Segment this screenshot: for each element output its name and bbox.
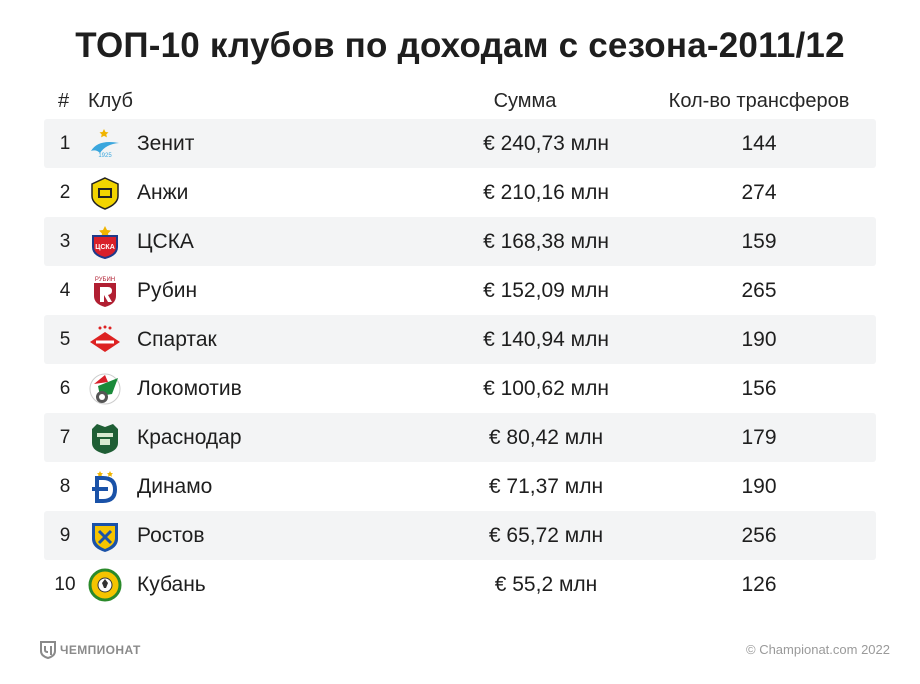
- row-club-name: Кубань: [137, 573, 206, 596]
- row-rank: 1: [59, 133, 71, 154]
- footer-brand: ЧЕМПИОНАТ: [40, 640, 141, 660]
- header-rank: #: [58, 90, 70, 112]
- row-transfer-count: 126: [741, 573, 777, 596]
- header-sum: Сумма: [493, 90, 557, 112]
- table-row: 7 Краснодар € 80,42 млн 179: [44, 413, 876, 462]
- table-row: 5 Спартак € 140,94 млн 190: [44, 315, 876, 364]
- svg-text:РУБИН: РУБИН: [95, 277, 115, 283]
- page-title: ТОП-10 клубов по доходам с сезона-2011/1…: [75, 26, 845, 65]
- row-club-name: Анжи: [137, 181, 189, 204]
- row-sum: € 65,72 млн: [488, 524, 604, 547]
- row-transfer-count: 190: [741, 475, 777, 498]
- table-row: 9 Ростов € 65,72 млн 256: [44, 511, 876, 560]
- table-row: 8 Динамо € 71,37 млн 190: [44, 462, 876, 511]
- table-row: 3 ЦСКА ЦСКА € 168,38 млн 159: [44, 217, 876, 266]
- row-sum: € 55,2 млн: [494, 573, 598, 596]
- row-sum: € 152,09 млн: [483, 279, 609, 302]
- table-row: 4 РУБИН Рубин € 152,09 млн 265: [44, 266, 876, 315]
- row-transfer-count: 156: [741, 377, 777, 400]
- row-transfer-count: 159: [741, 230, 777, 253]
- footer-copyright: © Championat.com 2022: [746, 642, 890, 657]
- row-sum: € 71,37 млн: [488, 475, 604, 498]
- row-transfer-count: 179: [741, 426, 777, 449]
- svg-text:ЦСКА: ЦСКА: [95, 244, 115, 251]
- krasnodar-logo-icon: [88, 421, 122, 455]
- row-rank: 3: [59, 231, 71, 252]
- table-row: 1 1925 Зенит € 240,73 млн 144: [44, 119, 876, 168]
- lokomotiv-logo-icon: [88, 372, 122, 406]
- header-club: Клуб: [88, 90, 133, 112]
- row-rank: 8: [59, 476, 71, 497]
- row-rank: 9: [59, 525, 71, 546]
- row-rank: 4: [59, 280, 71, 301]
- rubin-logo-icon: РУБИН: [88, 274, 122, 308]
- cska-logo-icon: ЦСКА: [88, 225, 122, 260]
- row-transfer-count: 274: [741, 181, 777, 204]
- table-body: 1 1925 Зенит € 240,73 млн 144 2 Анжи € 210,16 м…: [44, 119, 876, 609]
- rostov-logo-icon: [88, 519, 122, 553]
- row-rank: 2: [59, 182, 71, 203]
- row-club-name: Краснодар: [137, 426, 242, 449]
- header-count: Кол-во трансферов: [668, 90, 850, 112]
- row-transfer-count: 190: [741, 328, 777, 351]
- row-transfer-count: 256: [741, 524, 777, 547]
- table-row: 6 Локомотив € 100,62 млн 156: [44, 364, 876, 413]
- row-club-name: Динамо: [137, 475, 213, 498]
- row-sum: € 80,42 млн: [488, 426, 604, 449]
- table-header: # Клуб Сумма Кол-во трансферов: [0, 90, 920, 114]
- row-transfer-count: 144: [741, 132, 777, 155]
- row-club-name: Локомотив: [137, 377, 242, 400]
- table-row: 2 Анжи € 210,16 млн 274: [44, 168, 876, 217]
- row-rank: 5: [59, 329, 71, 350]
- championat-logo-icon: [40, 641, 56, 659]
- row-sum: € 168,38 млн: [483, 230, 609, 253]
- row-club-name: Ростов: [137, 524, 205, 547]
- row-sum: € 240,73 млн: [483, 132, 609, 155]
- table-row: 10 Кубань € 55,2 млн 126: [44, 560, 876, 609]
- spartak-logo-icon: [88, 323, 122, 357]
- row-club-name: Рубин: [137, 279, 198, 302]
- row-rank: 7: [59, 427, 71, 448]
- svg-text:1925: 1925: [98, 153, 112, 159]
- row-rank: 10: [54, 574, 76, 595]
- footer-brand-label: ЧЕМПИОНАТ: [60, 643, 141, 657]
- zenit-logo-icon: 1925: [88, 127, 122, 161]
- dinamo-logo-icon: [88, 470, 122, 504]
- row-sum: € 100,62 млн: [483, 377, 609, 400]
- row-club-name: Зенит: [137, 132, 195, 155]
- kuban-logo-icon: [88, 568, 122, 602]
- row-club-name: Спартак: [137, 328, 217, 351]
- row-sum: € 140,94 млн: [483, 328, 609, 351]
- row-sum: € 210,16 млн: [483, 181, 609, 204]
- row-rank: 6: [59, 378, 71, 399]
- row-club-name: ЦСКА: [137, 230, 194, 253]
- row-transfer-count: 265: [741, 279, 777, 302]
- anzhi-logo-icon: [88, 176, 122, 210]
